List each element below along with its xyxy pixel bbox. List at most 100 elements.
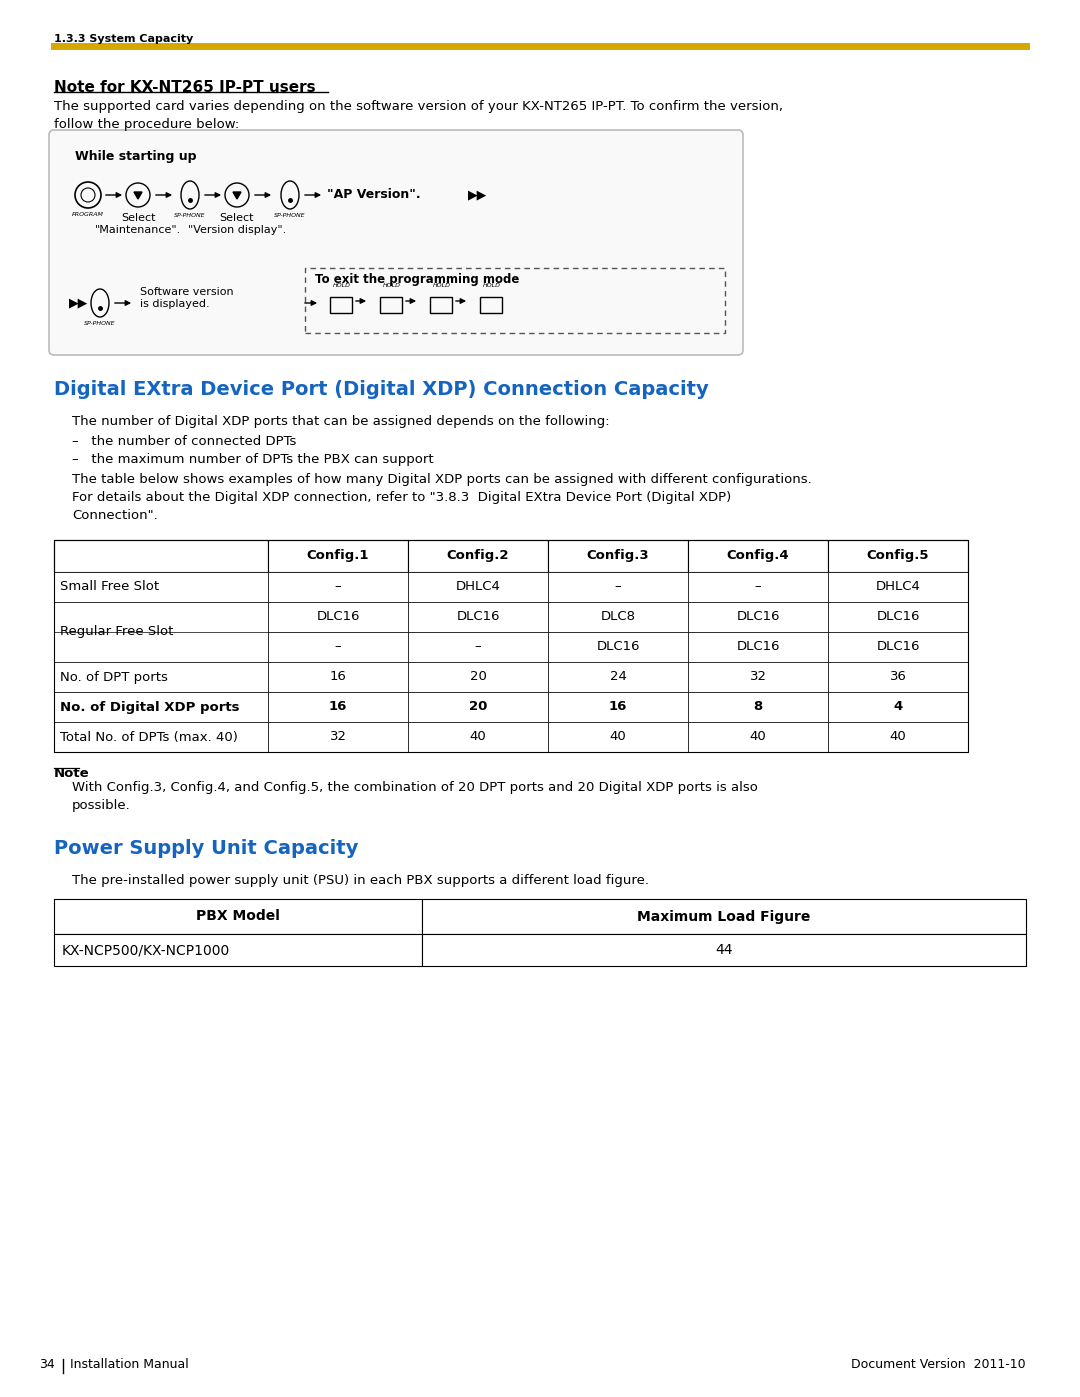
Text: DLC16: DLC16 [737,610,780,623]
Text: Config.3: Config.3 [586,549,649,563]
Text: 44: 44 [715,943,732,957]
Text: 40: 40 [470,731,486,743]
Text: 40: 40 [750,731,767,743]
Bar [54,900,422,935]
Text: HOLD: HOLD [333,284,351,288]
Text: 8: 8 [754,700,762,714]
Text: No. of DPT ports: No. of DPT ports [60,671,167,683]
Bar [268,541,408,571]
Text: 20: 20 [470,671,486,683]
Bar [268,662,408,692]
Text: HOLD: HOLD [433,284,451,288]
Text: DLC16: DLC16 [876,610,920,623]
Text: 32: 32 [750,671,767,683]
Text: 16: 16 [328,700,347,714]
Text: –: – [755,581,761,594]
Bar [408,692,548,722]
Text: DLC16: DLC16 [737,640,780,654]
Bar [408,541,548,571]
Text: ▶▶: ▶▶ [468,189,487,201]
Text: DHLC4: DHLC4 [456,581,500,594]
Bar [408,631,548,662]
Text: With Config.3, Config.4, and Config.5, the combination of 20 DPT ports and 20 Di: With Config.3, Config.4, and Config.5, t… [72,781,758,812]
Text: HOLD: HOLD [383,284,401,288]
Text: DLC16: DLC16 [596,640,639,654]
Text: SP-PHONE: SP-PHONE [174,212,206,218]
Text: –: – [335,640,341,654]
Bar [828,541,968,571]
Bar [408,571,548,602]
Text: Document Version  2011-10: Document Version 2011-10 [851,1358,1026,1372]
Text: Digital EXtra Device Port (Digital XDP) Connection Capacity: Digital EXtra Device Port (Digital XDP) … [54,380,708,400]
Text: DLC8: DLC8 [600,610,635,623]
Text: While starting up: While starting up [75,149,197,163]
Text: –: – [335,581,341,594]
Bar [688,602,828,631]
Text: Select
"Maintenance".: Select "Maintenance". [95,212,181,235]
Text: –: – [615,581,621,594]
Text: DLC16: DLC16 [456,610,500,623]
Text: 4: 4 [893,700,903,714]
Bar [305,268,725,332]
Bar [54,722,268,752]
Bar [548,541,688,571]
Bar [268,602,408,631]
Text: –   the maximum number of DPTs the PBX can support: – the maximum number of DPTs the PBX can… [72,453,434,467]
Bar [268,692,408,722]
Bar [688,722,828,752]
Bar [828,631,968,662]
Bar [380,298,402,313]
Text: Small Free Slot: Small Free Slot [60,581,159,594]
Bar [828,571,968,602]
Text: The number of Digital XDP ports that can be assigned depends on the following:: The number of Digital XDP ports that can… [72,415,609,427]
Text: Power Supply Unit Capacity: Power Supply Unit Capacity [54,840,359,858]
Text: PROGRAM: PROGRAM [72,212,104,217]
Text: Config.5: Config.5 [867,549,929,563]
Text: Select
"Version display".: Select "Version display". [188,212,286,235]
Bar [480,298,502,313]
Bar [828,692,968,722]
Bar [54,541,968,752]
Bar [688,631,828,662]
Text: Regular Free Slot: Regular Free Slot [60,626,174,638]
Bar [268,722,408,752]
Bar [548,571,688,602]
FancyBboxPatch shape [49,130,743,355]
Text: 24: 24 [609,671,626,683]
Bar [54,662,268,692]
Text: SP-PHONE: SP-PHONE [274,212,306,218]
Text: PBX Model: PBX Model [197,909,280,923]
Bar [548,602,688,631]
Text: KX-NCP500/KX-NCP1000: KX-NCP500/KX-NCP1000 [62,943,230,957]
Text: SP-PHONE: SP-PHONE [84,321,116,326]
Text: 34: 34 [39,1358,55,1372]
Text: DLC16: DLC16 [316,610,360,623]
Text: 16: 16 [609,700,627,714]
Text: The pre-installed power supply unit (PSU) in each PBX supports a different load : The pre-installed power supply unit (PSU… [72,875,649,887]
Bar [828,602,968,631]
Text: Note: Note [54,767,90,780]
Text: Total No. of DPTs (max. 40): Total No. of DPTs (max. 40) [60,731,238,743]
Bar [54,935,422,965]
Bar [688,571,828,602]
Bar [828,722,968,752]
Bar [548,722,688,752]
Bar [430,298,453,313]
Text: No. of Digital XDP ports: No. of Digital XDP ports [60,700,240,714]
Bar [54,692,268,722]
Text: 1.3.3 System Capacity: 1.3.3 System Capacity [54,34,193,43]
Bar [548,631,688,662]
Text: 40: 40 [890,731,906,743]
Bar [408,662,548,692]
Text: –: – [475,640,482,654]
Text: Maximum Load Figure: Maximum Load Figure [637,909,811,923]
Text: The supported card varies depending on the software version of your KX-NT265 IP-: The supported card varies depending on t… [54,101,783,131]
Text: HOLD: HOLD [483,284,501,288]
Bar [408,602,548,631]
Text: 20: 20 [469,700,487,714]
Text: –   the number of connected DPTs: – the number of connected DPTs [72,434,296,448]
Bar [548,662,688,692]
Bar [828,662,968,692]
Bar [268,631,408,662]
Text: DHLC4: DHLC4 [876,581,920,594]
